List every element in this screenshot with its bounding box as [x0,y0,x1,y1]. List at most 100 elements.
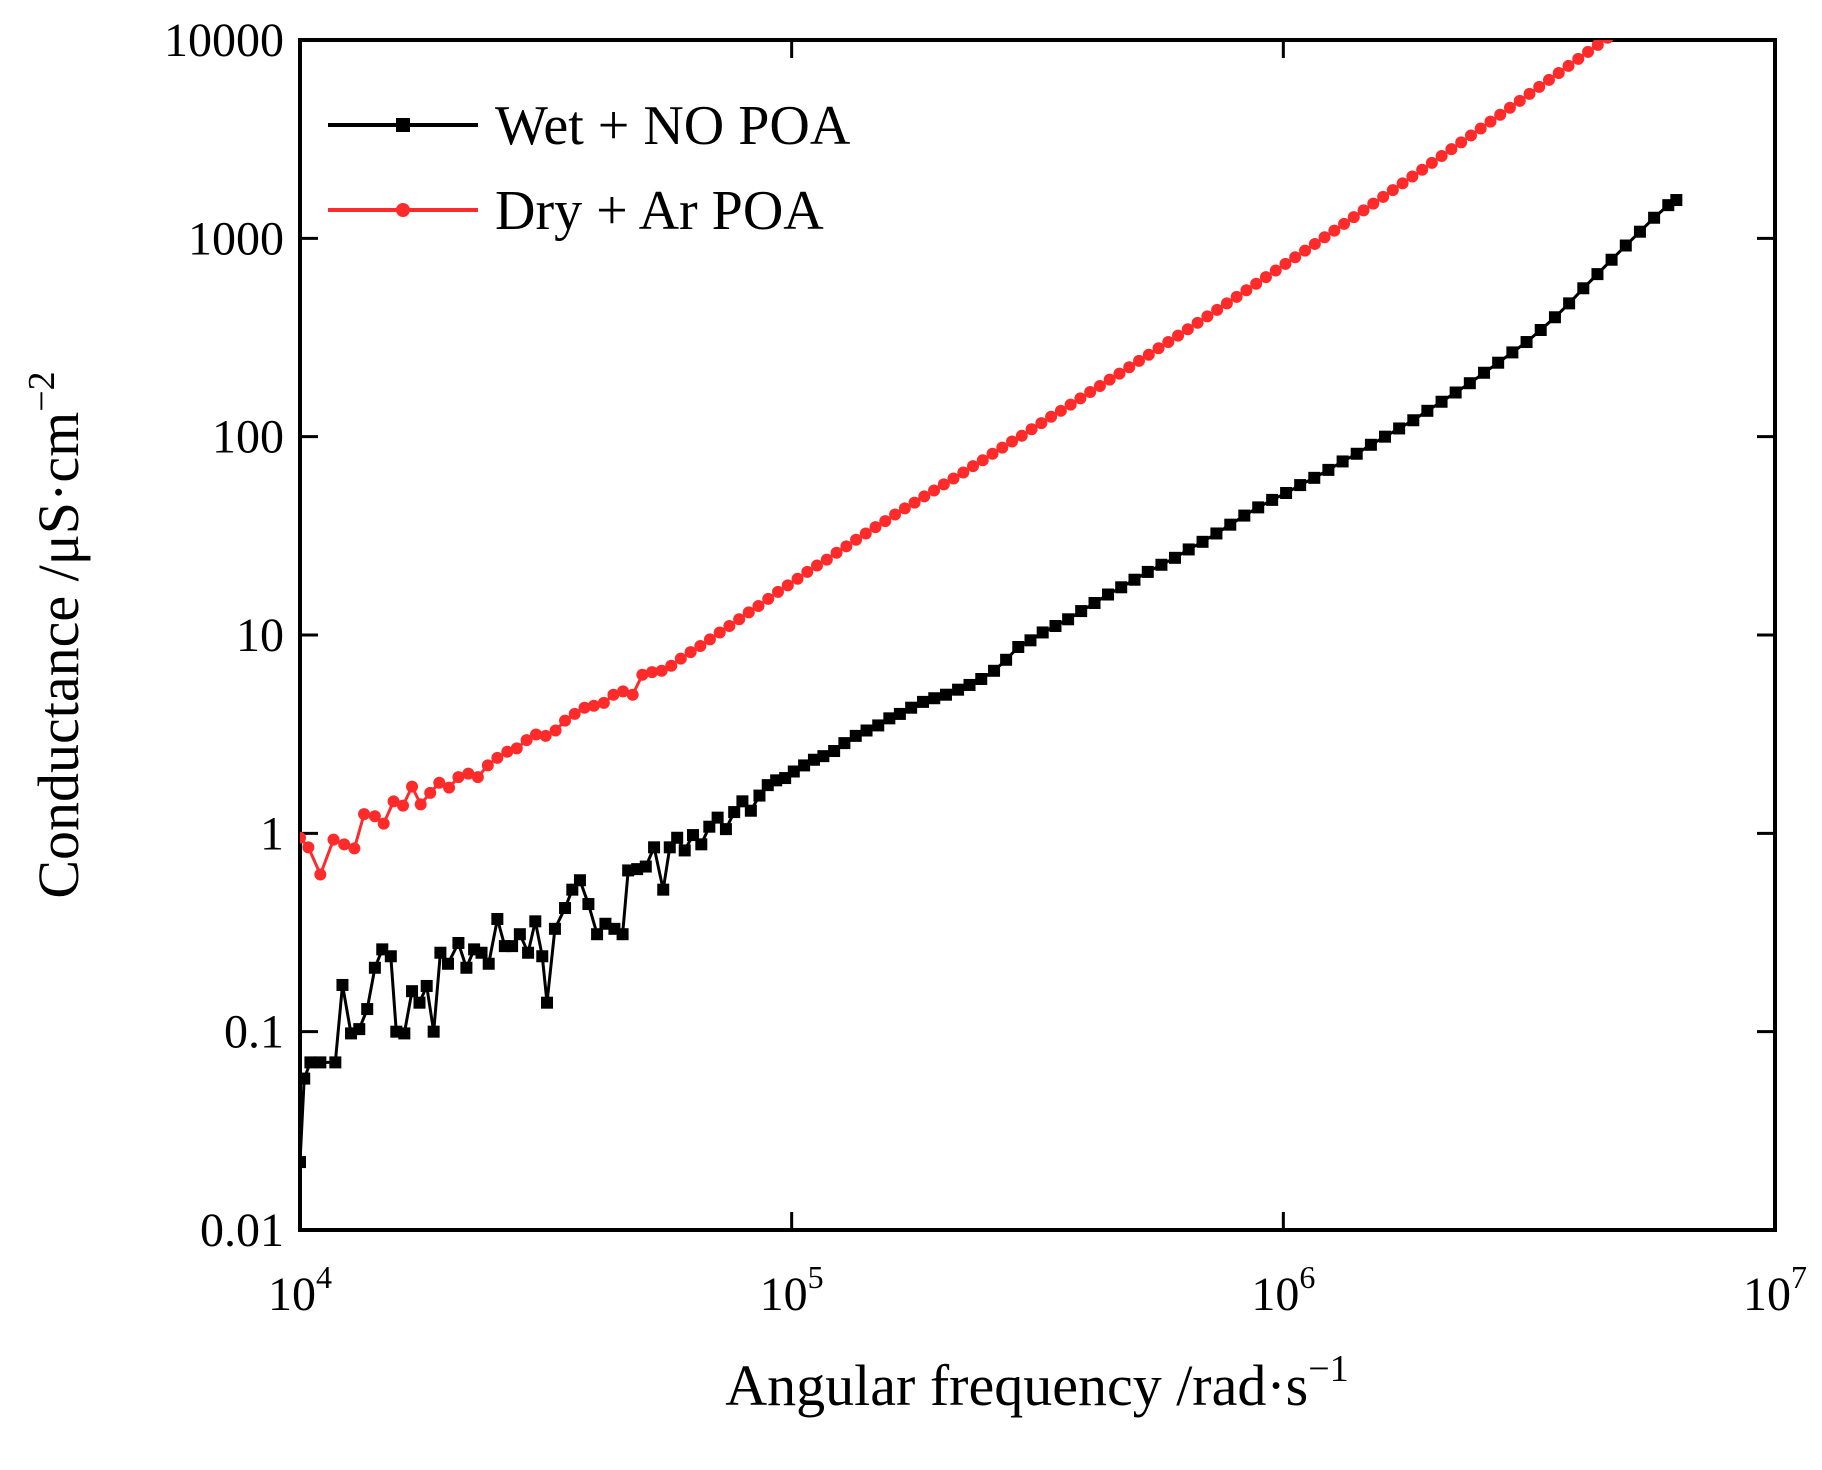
data-point [723,620,736,633]
data-point [1064,398,1077,411]
data-point [838,737,851,750]
data-point [420,979,433,992]
x-tick-base: 10 [268,1268,316,1321]
data-point [1103,373,1116,386]
data-point [513,928,526,941]
data-point [1582,45,1595,58]
series-wet-no-poa [300,194,1683,1169]
data-point [302,841,315,854]
data-point [1252,501,1265,514]
y-tick-label: 1 [260,807,284,860]
data-point [937,478,950,491]
y-tick-label: 1000 [188,212,284,265]
series-layer [300,0,1683,1169]
data-point [1393,422,1406,435]
data-point [442,957,455,970]
data-point [872,719,885,732]
data-point [1181,323,1194,336]
data-point [1572,52,1585,65]
data-point [358,808,371,821]
data-point [1024,634,1037,647]
data-point [976,454,989,467]
data-point [1250,277,1263,290]
data-point [1191,316,1204,329]
data-point [1523,87,1536,100]
data-point [413,996,426,1009]
data-point [1162,336,1175,349]
data-point [996,441,1009,454]
y-tick-label: 100 [212,411,284,464]
data-point [626,688,639,701]
data-point [639,860,652,873]
data-point [481,759,494,772]
data-point [928,692,941,705]
data-point [801,565,814,578]
data-point [1289,251,1302,264]
data-point [1660,0,1672,1]
data-point [1562,59,1575,72]
data-point [952,683,965,696]
data-point [327,833,340,846]
data-point [1000,653,1013,666]
data-point [510,742,523,755]
data-point [1168,551,1181,564]
data-point [462,767,475,780]
data-point [460,961,473,974]
data-point [1322,463,1335,476]
data-point [703,633,716,646]
data-point [338,838,351,851]
data-point [648,841,661,854]
data-point [918,490,931,503]
data-point [1230,290,1243,303]
data-point [491,751,504,764]
data-point [917,695,930,708]
data-point [1196,535,1209,548]
data-point [599,917,612,930]
data-point [536,950,549,963]
data-point [384,950,397,963]
data-point [1238,509,1251,522]
x-tick-label: 106 [1251,1259,1315,1321]
data-point [582,898,595,911]
data-point [657,883,670,896]
data-point [1074,392,1087,405]
data-point [591,928,604,941]
data-point [1534,323,1547,336]
data-point [1552,66,1565,79]
x-axis-title: Angular frequency /rad·s−1 [725,1348,1348,1418]
data-point [928,484,941,497]
data-point [828,745,841,758]
data-point [1128,573,1141,586]
data-point [957,466,970,479]
data-point [687,829,700,842]
data-point [1631,10,1643,22]
data-point [646,666,659,679]
data-point [1670,194,1683,207]
x-tick-exp: 7 [1791,1259,1807,1295]
data-point [1425,156,1438,169]
data-point [665,659,678,672]
data-point [1240,284,1253,297]
data-point [1210,527,1223,540]
data-point [1084,385,1097,398]
data-point [1449,386,1462,399]
data-point [663,841,676,854]
data-point [859,527,872,540]
data-point [695,838,708,851]
data-point [1386,184,1399,197]
data-point [947,472,960,485]
data-point [694,640,707,653]
data-point [1357,204,1370,217]
data-point [530,728,543,741]
data-point [742,606,755,619]
data-point [1513,94,1526,107]
data-point [811,559,824,572]
data-point [1474,122,1487,135]
data-point [1601,40,1614,44]
data-point [1006,435,1019,448]
data-point [452,771,465,784]
data-point [830,546,843,559]
data-point [1142,348,1155,361]
data-point [1492,356,1505,369]
